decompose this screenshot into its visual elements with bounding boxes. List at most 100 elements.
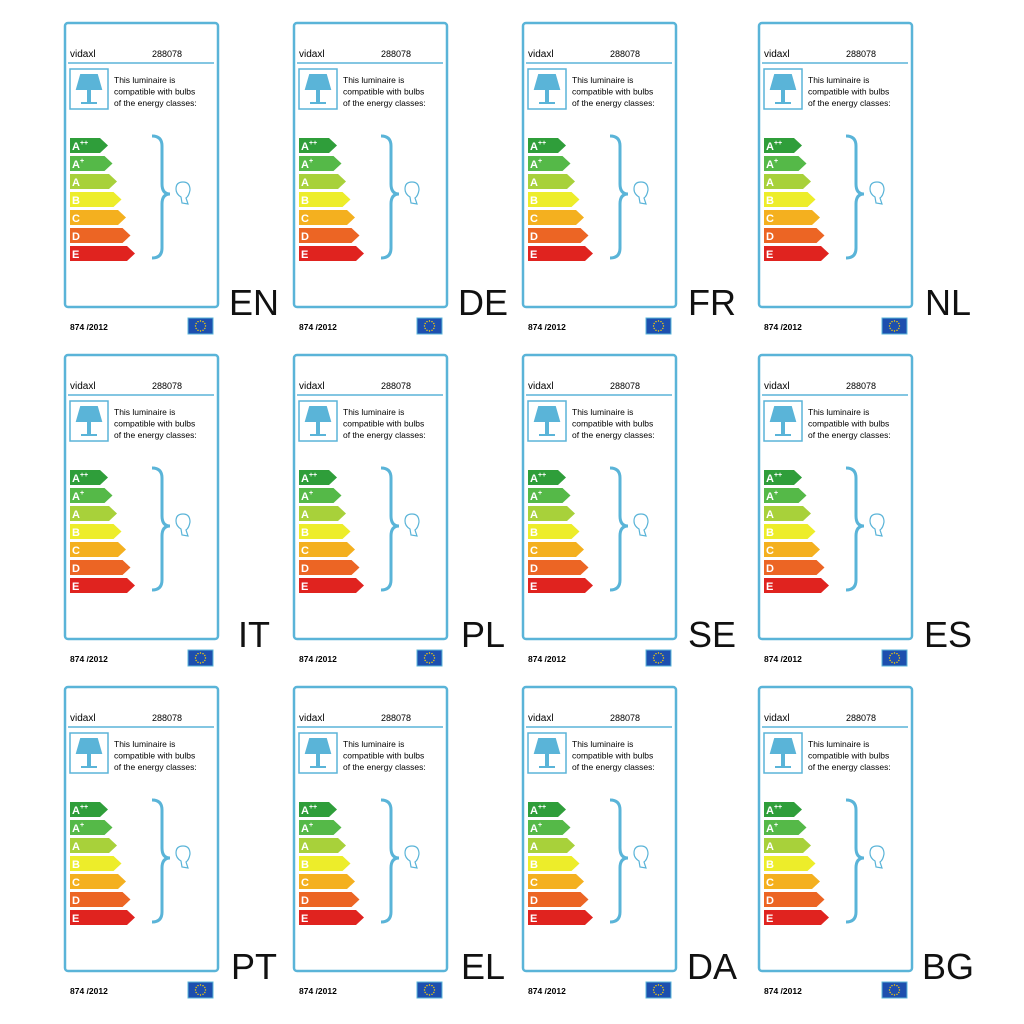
model-number: 288078: [381, 49, 411, 59]
lamp-icon: [75, 74, 103, 104]
superscript: ++: [80, 140, 88, 147]
eu-star: [657, 330, 660, 332]
eu-star: [195, 986, 197, 989]
energy-class-arrow: [528, 246, 593, 261]
energy-class: E: [72, 249, 79, 261]
energy-class: A: [301, 841, 309, 853]
eu-flag: [881, 649, 908, 667]
energy-class-arrow: [70, 506, 117, 521]
eu-star: [896, 329, 898, 332]
eu-star: [888, 989, 891, 991]
eu-star: [896, 984, 898, 987]
energy-class-arrow: [764, 874, 820, 889]
eu-star: [428, 652, 431, 654]
energy-class-arrow: [528, 578, 593, 593]
energy-class-arrow: [299, 542, 355, 557]
description-line: compatible with bulbs: [572, 751, 653, 761]
energy-class-arrow: [764, 210, 820, 225]
eu-star: [426, 984, 428, 987]
eu-star: [655, 993, 657, 996]
eu-star: [433, 991, 435, 994]
brace: [845, 466, 865, 592]
energy-class-arrow: [764, 506, 811, 521]
energy-class: B: [766, 859, 774, 871]
superscript: +: [309, 822, 313, 829]
eu-star: [199, 984, 202, 986]
eu-star: [197, 652, 199, 655]
brace: [151, 466, 171, 592]
language-code: SE: [688, 614, 736, 655]
eu-star: [652, 989, 655, 991]
bulb-icon: [869, 181, 885, 205]
energy-class: D: [72, 895, 80, 907]
description-line: of the energy classes:: [343, 430, 426, 440]
superscript: +: [309, 158, 313, 165]
energy-class: D: [530, 563, 538, 575]
description-line: This luminaire is: [572, 739, 633, 749]
eu-star: [204, 986, 206, 989]
eu-star: [204, 659, 206, 662]
superscript: ++: [80, 804, 88, 811]
regulation: 874 /2012: [299, 654, 337, 664]
description-line: This luminaire is: [343, 739, 404, 749]
lamp-icon: [533, 74, 561, 104]
regulation: 874 /2012: [528, 322, 566, 332]
eu-star: [891, 984, 893, 987]
energy-class: E: [72, 913, 79, 925]
model-number: 288078: [152, 381, 182, 391]
energy-class-arrow: [528, 542, 584, 557]
model-number: 288078: [152, 49, 182, 59]
description-line: This luminaire is: [114, 407, 175, 417]
eu-star: [660, 984, 662, 987]
energy-class-arrow: [764, 910, 829, 925]
energy-class: A: [530, 509, 538, 521]
eu-star: [197, 984, 199, 987]
brand: vidaxl: [764, 713, 790, 724]
energy-class-arrow: [764, 578, 829, 593]
bulb-icon: [404, 181, 420, 205]
superscript: +: [80, 822, 84, 829]
energy-class-arrow: [764, 192, 816, 207]
energy-class-arrow: [70, 210, 126, 225]
superscript: ++: [774, 472, 782, 479]
language-code: FR: [688, 282, 736, 323]
eu-star: [204, 325, 207, 327]
energy-class-arrow: [528, 838, 575, 853]
lamp-icon: [769, 406, 797, 436]
eu-star: [424, 327, 426, 330]
eu-star: [194, 989, 197, 991]
superscript: ++: [538, 472, 546, 479]
energy-class-arrow: [764, 138, 802, 153]
eu-star: [891, 993, 893, 996]
description-line: of the energy classes:: [572, 98, 655, 108]
energy-class-arrow: [299, 210, 355, 225]
eu-star: [431, 661, 433, 664]
eu-flag: [187, 649, 214, 667]
energy-class-arrow: [299, 470, 337, 485]
bulb-icon: [175, 513, 191, 537]
brand: vidaxl: [299, 381, 325, 392]
eu-star: [195, 654, 197, 657]
eu-star: [194, 657, 197, 659]
energy-class-arrow: [528, 210, 584, 225]
energy-class-arrow: [528, 820, 571, 835]
eu-star: [655, 320, 657, 323]
eu-star: [657, 652, 660, 654]
eu-star: [657, 994, 660, 996]
eu-star: [428, 994, 431, 996]
brand: vidaxl: [764, 49, 790, 60]
eu-flag: [416, 981, 443, 999]
description-line: This luminaire is: [808, 739, 869, 749]
eu-star: [662, 986, 664, 989]
energy-label: vidaxl 288078 This luminaire is compatible …: [521, 685, 737, 999]
energy-class-arrow: [299, 192, 351, 207]
energy-class: C: [301, 213, 309, 225]
energy-class-arrow: [528, 892, 589, 907]
description-line: compatible with bulbs: [808, 87, 889, 97]
energy-class-arrow: [528, 560, 589, 575]
brand: vidaxl: [70, 713, 96, 724]
energy-class-arrow: [70, 910, 135, 925]
energy-class-arrow: [70, 192, 122, 207]
eu-star: [199, 994, 202, 996]
eu-star: [423, 325, 426, 327]
